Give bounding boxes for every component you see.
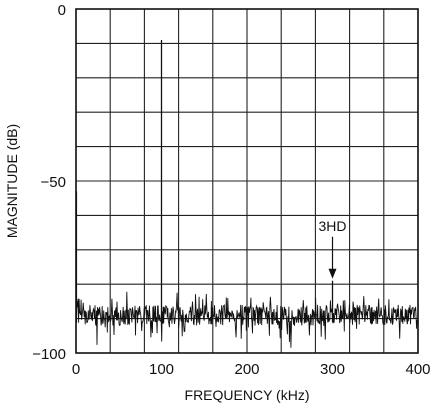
x-tick-label: 300 bbox=[320, 361, 345, 378]
annotation-arrow-head bbox=[328, 268, 337, 279]
x-axis-label: FREQUENCY (kHz) bbox=[185, 387, 310, 403]
plot-frame bbox=[75, 8, 419, 354]
spectrum-trace bbox=[75, 291, 419, 348]
annotations: 3HD bbox=[318, 218, 347, 279]
x-tick-label: 100 bbox=[149, 361, 174, 378]
y-axis-label: MAGNITUDE (dB) bbox=[4, 124, 20, 238]
tick-labels: 0 100 200 300 400 0 −50 −100 bbox=[32, 2, 430, 378]
x-tick-label: 0 bbox=[72, 361, 80, 378]
plot-area bbox=[75, 39, 419, 348]
x-tick-label: 200 bbox=[234, 361, 259, 378]
y-tick-label: 0 bbox=[58, 2, 66, 19]
grid bbox=[75, 8, 419, 354]
x-tick-label: 400 bbox=[405, 361, 430, 378]
annotation-label: 3HD bbox=[318, 218, 346, 234]
y-tick-label: −100 bbox=[32, 346, 66, 363]
y-tick-label: −50 bbox=[41, 174, 66, 191]
